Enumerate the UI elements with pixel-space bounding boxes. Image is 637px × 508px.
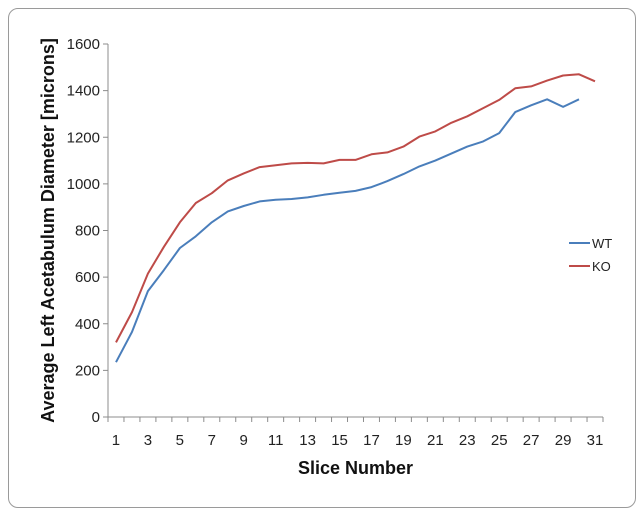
series-line-ko bbox=[115, 73, 596, 343]
y-tick-label: 1400 bbox=[67, 83, 100, 100]
series-line-wt bbox=[115, 98, 580, 363]
y-tick-label: 1600 bbox=[67, 36, 100, 53]
x-tick-label: 9 bbox=[240, 432, 248, 449]
y-tick-label: 1000 bbox=[67, 176, 100, 193]
y-tick-label: 600 bbox=[75, 269, 100, 286]
x-tick-label: 25 bbox=[491, 432, 508, 449]
x-tick-label: 17 bbox=[363, 432, 380, 449]
y-tick-label: 0 bbox=[92, 409, 100, 426]
x-tick-label: 27 bbox=[523, 432, 540, 449]
x-tick-label: 21 bbox=[427, 432, 444, 449]
y-axis-ticks: 0 200 400 600 800 1000 1200 1400 1600 bbox=[67, 36, 108, 426]
legend: WT KO bbox=[569, 236, 612, 274]
legend-label-ko: KO bbox=[592, 259, 611, 274]
x-tick-label: 13 bbox=[299, 432, 316, 449]
x-tick-label: 29 bbox=[555, 432, 572, 449]
y-tick-label: 200 bbox=[75, 362, 100, 379]
x-tick-label: 11 bbox=[268, 432, 284, 449]
chart-frame bbox=[8, 8, 636, 508]
x-tick-label: 19 bbox=[395, 432, 412, 449]
y-tick-label: 1200 bbox=[67, 129, 100, 146]
y-axis-title: Average Left Acetabulum Diameter [micron… bbox=[38, 38, 58, 423]
y-tick-label: 800 bbox=[75, 223, 100, 240]
x-tick-label: 5 bbox=[176, 432, 184, 449]
x-tick-label: 15 bbox=[331, 432, 348, 449]
y-tick-label: 400 bbox=[75, 316, 100, 333]
x-tick-label: 31 bbox=[587, 432, 604, 449]
x-tick-label: 1 bbox=[112, 432, 120, 449]
x-tick-label: 7 bbox=[208, 432, 216, 449]
x-axis-ticks: 1 3 5 7 9 11 13 15 17 19 21 23 25 27 29 31 bbox=[107, 417, 604, 449]
legend-label-wt: WT bbox=[592, 236, 612, 251]
series-lines bbox=[115, 73, 596, 363]
x-tick-label: 3 bbox=[144, 432, 152, 449]
x-tick-label: 23 bbox=[459, 432, 476, 449]
x-axis-title: Slice Number bbox=[298, 458, 413, 478]
